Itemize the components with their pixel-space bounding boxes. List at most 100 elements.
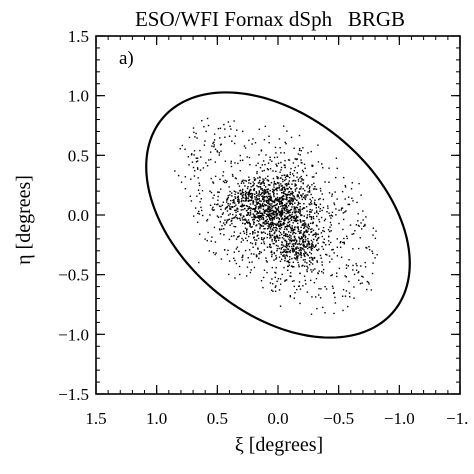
- data-point: [267, 191, 269, 193]
- data-point: [269, 198, 272, 200]
- data-point: [257, 185, 260, 188]
- data-point: [309, 279, 312, 282]
- data-point: [315, 234, 317, 236]
- data-point: [311, 257, 314, 259]
- data-point: [206, 117, 209, 120]
- data-point: [234, 196, 236, 198]
- data-point: [279, 189, 281, 191]
- data-point: [266, 228, 269, 230]
- data-point: [292, 175, 295, 177]
- data-point: [259, 210, 261, 212]
- data-point: [283, 222, 286, 225]
- data-point: [319, 297, 322, 299]
- data-point: [240, 200, 243, 203]
- data-point: [262, 178, 264, 180]
- data-point: [300, 232, 302, 234]
- data-point: [277, 209, 280, 212]
- data-point: [254, 209, 256, 211]
- data-point: [302, 147, 304, 149]
- data-point: [299, 177, 301, 179]
- data-point: [259, 176, 261, 179]
- data-point: [265, 216, 268, 218]
- data-point: [271, 207, 273, 209]
- data-point: [278, 187, 280, 189]
- data-point: [361, 275, 363, 277]
- data-point: [272, 177, 275, 180]
- data-point: [237, 236, 239, 238]
- data-point: [233, 205, 236, 208]
- data-point: [274, 200, 276, 202]
- data-point: [276, 196, 279, 199]
- data-point: [348, 292, 351, 294]
- data-point: [263, 184, 266, 186]
- data-point: [290, 231, 292, 234]
- data-point: [301, 238, 303, 240]
- data-point: [271, 200, 273, 202]
- data-point: [234, 202, 236, 204]
- data-point: [266, 199, 269, 202]
- data-point: [249, 232, 251, 235]
- data-point: [221, 225, 223, 227]
- data-point: [254, 243, 257, 246]
- data-point: [319, 210, 321, 212]
- data-point: [306, 231, 308, 234]
- data-point: [241, 256, 243, 259]
- data-point: [272, 200, 274, 203]
- data-point: [220, 258, 223, 260]
- data-point: [266, 191, 268, 193]
- data-point: [322, 206, 325, 209]
- data-point: [347, 265, 350, 267]
- data-point: [184, 148, 186, 151]
- data-point: [331, 258, 333, 260]
- data-point: [277, 217, 279, 219]
- data-point: [316, 211, 318, 213]
- data-point: [245, 192, 248, 194]
- data-point: [315, 207, 318, 209]
- data-point: [293, 208, 295, 210]
- data-point: [262, 221, 265, 224]
- data-point: [252, 201, 254, 203]
- data-point: [259, 166, 262, 169]
- data-point: [302, 240, 305, 243]
- data-point: [288, 243, 290, 245]
- data-point: [213, 144, 215, 146]
- data-point: [270, 181, 273, 184]
- data-point: [290, 188, 293, 190]
- data-point: [284, 183, 286, 185]
- data-point: [238, 265, 241, 268]
- data-point: [264, 125, 267, 128]
- data-point: [315, 204, 317, 207]
- data-point: [289, 258, 291, 261]
- data-point: [294, 211, 296, 214]
- data-point: [336, 255, 339, 257]
- data-point: [253, 266, 256, 269]
- data-point: [262, 218, 264, 221]
- data-point: [310, 218, 313, 221]
- data-point: [257, 248, 259, 250]
- data-point: [308, 203, 310, 205]
- data-point: [248, 222, 251, 225]
- data-point: [302, 188, 304, 190]
- data-point: [229, 194, 231, 196]
- data-point: [226, 221, 228, 223]
- data-point: [224, 208, 227, 210]
- data-point: [252, 221, 255, 223]
- data-point: [249, 224, 251, 226]
- data-point: [266, 189, 269, 191]
- data-point: [282, 198, 285, 200]
- data-point: [247, 197, 249, 199]
- data-point: [288, 250, 291, 252]
- data-point: [251, 197, 253, 200]
- data-point: [272, 221, 274, 224]
- data-point: [302, 193, 304, 195]
- data-point: [304, 241, 307, 243]
- data-point: [289, 201, 291, 203]
- data-point: [353, 286, 355, 288]
- data-point: [261, 192, 264, 194]
- data-point: [264, 163, 266, 166]
- data-point: [290, 192, 293, 195]
- x-tick-label: 1.5: [85, 409, 106, 428]
- data-point: [271, 212, 273, 215]
- data-point: [279, 203, 281, 205]
- data-point: [260, 218, 263, 220]
